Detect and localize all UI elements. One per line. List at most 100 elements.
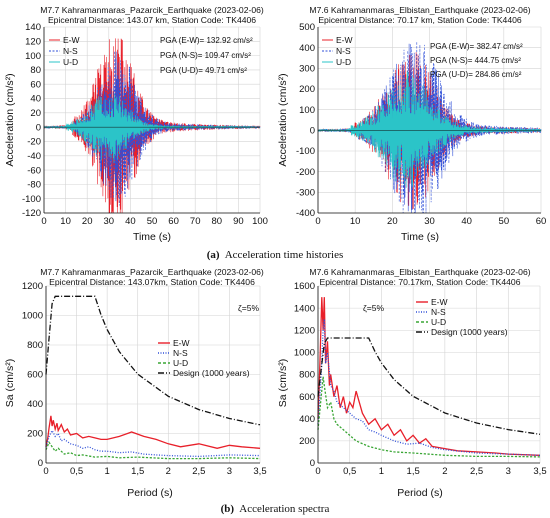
x-tick-label: 3,5 [253, 466, 266, 477]
x-tick-label: 0 [315, 466, 320, 477]
legend: E-W N-S U-D Design (1000 years) [158, 338, 250, 378]
chart-subtitle: Epicentral Distance: 70.17km, Station Co… [320, 277, 521, 287]
x-tick-label: 10 [350, 216, 361, 227]
caption-b: (b) Acceleration spectra [221, 503, 330, 515]
x-tick-label: 90 [233, 216, 244, 227]
chart-spectra-elbistan: 0 0,5 1 1,5 2 2,5 3 3,5 0 200 400 600 800 1000 1200 140… [277, 267, 547, 499]
x-tick-label: 80 [212, 216, 223, 227]
y-tick-label: 1400 [294, 303, 315, 314]
chart-subtitle: Epicentral Distance: 143.07 km, Station … [48, 15, 256, 25]
y-tick-label: 0 [310, 126, 315, 137]
x-tick-label: 2,5 [470, 466, 483, 477]
y-tick-label: 0 [38, 458, 43, 469]
y-tick-label: 0 [36, 122, 41, 133]
y-tick-label: 1000 [294, 348, 315, 359]
y-axis-label: Sa (cm/s²) [277, 359, 289, 407]
grid: 0 0,5 1 1,5 2 2,5 3 3,5 0 200 400 600 800 1000 1200 140… [294, 281, 547, 477]
x-tick-label: 0,5 [343, 466, 356, 477]
y-tick-label: 200 [27, 429, 43, 440]
y-tick-label: 400 [299, 43, 315, 54]
x-tick-label: 1 [104, 466, 109, 477]
y-tick-label: 800 [299, 370, 315, 381]
y-tick-label: -40 [27, 151, 41, 162]
pga-annotation-ew: PGA (E-W)= 132.92 cm/s² [160, 36, 253, 45]
x-tick-label: 1,5 [131, 466, 144, 477]
series-line-design-1000-years- [45, 295, 261, 426]
y-tick-label: 120 [25, 37, 41, 48]
x-tick-label: 2 [442, 466, 447, 477]
series-group [45, 286, 261, 464]
legend-label-ns: N-S [63, 46, 78, 56]
x-tick-label: 70 [190, 216, 201, 227]
legend-label-design: Design (1000 years) [173, 368, 250, 378]
y-tick-label: -60 [27, 165, 41, 176]
y-tick-label: 140 [25, 22, 41, 33]
y-tick-label: 600 [27, 370, 43, 381]
legend-label-ud: U-D [63, 57, 78, 67]
series-line-e-w [45, 415, 261, 449]
grid: 0 0,5 1 1,5 2 2,5 3 3,5 0 200 400 600 800 1000 1200 [22, 281, 267, 477]
y-tick-label: 0 [310, 458, 315, 469]
y-tick-label: 1200 [294, 325, 315, 336]
legend-label-design: Design (1000 years) [431, 327, 508, 337]
y-tick-label: -400 [296, 208, 315, 219]
legend-label-ud: U-D [431, 317, 446, 327]
y-tick-label: -200 [296, 167, 315, 178]
legend: E-W N-S U-D [322, 35, 353, 67]
chart-title: M7.6 Kahramanmaras_Elbistan_Earthquake (… [309, 5, 530, 15]
legend-label-ud: U-D [173, 358, 188, 368]
grid: 0 10 20 30 40 50 60 70 80 90 100 -120 -100 -80 -60 -40 -… [22, 22, 268, 227]
y-tick-label: -120 [22, 208, 41, 219]
legend-label-ns: N-S [431, 307, 446, 317]
pga-annotation-ns: PGA (N-S)= 444.75 cm/s² [430, 56, 521, 65]
series-group [43, 27, 261, 214]
chart-title: M7.7 Kahramanmaras_Pazarcik_Earthquake (… [40, 267, 264, 277]
pga-annotation-ud: PGA (U-D)= 49.71 cm/s² [160, 66, 247, 75]
series-line-design-1000-years- [317, 337, 541, 435]
x-tick-label: 10 [60, 216, 71, 227]
y-tick-label: -100 [22, 194, 41, 205]
legend-label-ew: E-W [63, 35, 80, 45]
pga-annotations: PGA (E-W)= 132.92 cm/s² PGA (N-S)= 109.4… [160, 36, 253, 75]
chart-subtitle: Epicentral Distance: 143.07km, Station C… [49, 277, 255, 287]
x-tick-label: 40 [125, 216, 136, 227]
pga-annotations: PGA (E-W)= 382.47 cm/s² PGA (N-S)= 444.7… [430, 42, 523, 79]
series-group [317, 286, 541, 464]
y-tick-label: -20 [27, 137, 41, 148]
y-tick-label: 200 [299, 84, 315, 95]
y-tick-label: 500 [299, 22, 315, 33]
x-tick-label: 3 [227, 466, 232, 477]
x-tick-label: 60 [168, 216, 179, 227]
chart-spectra-pazarcik: 0 0,5 1 1,5 2 2,5 3 3,5 0 200 400 600 800 1000 1200 M7… [4, 267, 267, 499]
y-tick-label: -80 [27, 180, 41, 191]
y-tick-label: 80 [30, 65, 41, 76]
x-axis-label: Time (s) [133, 231, 171, 243]
y-axis-label: Acceleration (cm/s²) [277, 73, 289, 166]
x-tick-label: 40 [461, 216, 472, 227]
damping-annotation: ζ=5% [238, 303, 259, 313]
series-line-u-d [317, 376, 541, 458]
chart-title: M7.6 Kahramanmaras_Elbistan_Earthquake (… [309, 267, 530, 277]
legend-label-ns: N-S [336, 46, 351, 56]
x-tick-label: 3 [506, 466, 511, 477]
x-tick-label: 50 [147, 216, 158, 227]
y-tick-label: 1600 [294, 281, 315, 292]
y-tick-label: -300 [296, 188, 315, 199]
y-tick-label: 20 [30, 108, 41, 119]
caption-a: (a) Acceleration time histories [207, 249, 344, 261]
series-group [317, 27, 542, 214]
y-tick-label: -100 [296, 146, 315, 157]
caption-b-letter: (b) [221, 503, 235, 515]
y-tick-label: 600 [299, 392, 315, 403]
x-tick-label: 20 [387, 216, 398, 227]
y-axis-label: Acceleration (cm/s²) [4, 73, 16, 166]
y-tick-label: 60 [30, 79, 41, 90]
caption-a-letter: (a) [207, 249, 220, 261]
x-tick-label: 100 [252, 216, 268, 227]
x-axis-label: Time (s) [401, 231, 439, 243]
chart-title: M7.7 Kahramanmaras_Pazarcik_Earthquake (… [40, 5, 264, 15]
x-tick-label: 20 [82, 216, 93, 227]
y-tick-label: 100 [299, 105, 315, 116]
caption-a-text: Acceleration time histories [225, 249, 344, 261]
